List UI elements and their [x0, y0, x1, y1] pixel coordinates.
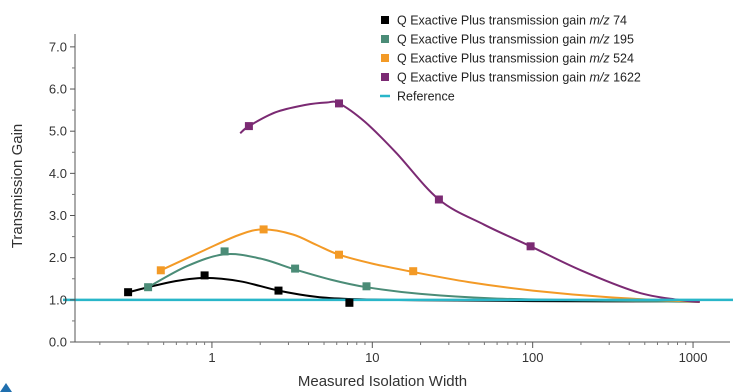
- legend-label-text: Q Exactive Plus transmission gain: [397, 33, 589, 47]
- legend-label-mz: m/z: [589, 71, 610, 85]
- legend-label-value: 74: [610, 14, 627, 28]
- data-markers: [124, 99, 535, 307]
- series-line-1: [147, 253, 700, 303]
- legend-label-value: 195: [610, 33, 634, 47]
- legend-label-3: Q Exactive Plus transmission gain m/z 16…: [397, 71, 641, 85]
- y-tick-label-1: 1.0: [49, 292, 67, 307]
- series-1-marker-0: [144, 283, 153, 292]
- legend-label-mz: m/z: [589, 52, 610, 66]
- legend-swatch-1: [381, 35, 389, 43]
- legend-label-2: Q Exactive Plus transmission gain m/z 52…: [397, 52, 634, 66]
- legend-label-text: Q Exactive Plus transmission gain: [397, 71, 589, 85]
- legend-label-0: Q Exactive Plus transmission gain m/z 74: [397, 14, 627, 28]
- y-tick-label-0: 0.0: [49, 335, 67, 350]
- y-tick-label-5: 5.0: [49, 124, 67, 139]
- series-2-marker-0: [156, 266, 165, 275]
- series-3-marker-3: [526, 242, 535, 251]
- series-3-marker-2: [434, 195, 443, 204]
- series-3-marker-0: [244, 122, 253, 131]
- legend-label-mz: m/z: [589, 33, 610, 47]
- legend-label-text: Q Exactive Plus transmission gain: [397, 52, 589, 66]
- legend: Q Exactive Plus transmission gain m/z 74…: [380, 14, 641, 104]
- y-tick-label-6: 6.0: [49, 82, 67, 97]
- series-2-marker-2: [335, 250, 343, 259]
- y-tick-label-2: 2.0: [49, 250, 67, 265]
- x-tick-label-0: 1: [208, 350, 215, 365]
- series-0-marker-1: [200, 271, 209, 280]
- series-0-marker-0: [124, 288, 133, 297]
- x-tick-label-2: 100: [522, 350, 544, 365]
- x-tick-label-3: 1000: [679, 350, 708, 365]
- series-2-marker-1: [259, 225, 268, 234]
- series-0-marker-2: [274, 286, 283, 295]
- x-tick-label-1: 10: [365, 350, 379, 365]
- y-tick-label-4: 4.0: [49, 166, 67, 181]
- legend-swatch-3: [381, 73, 389, 81]
- legend-label-text: Q Exactive Plus transmission gain: [397, 14, 589, 28]
- legend-swatch-0: [381, 16, 389, 24]
- legend-label-mz: m/z: [589, 14, 610, 28]
- series-line-3: [239, 100, 700, 303]
- legend-label-1: Q Exactive Plus transmission gain m/z 19…: [397, 33, 634, 47]
- series-line-2: [160, 228, 700, 303]
- series-1-marker-3: [362, 282, 371, 291]
- corner-logo-fragment-icon: [0, 383, 12, 392]
- y-axis-title: Transmission Gain: [9, 124, 26, 248]
- legend-label-value: 524: [610, 52, 634, 66]
- axes: 0.0 1.0 2.0 3.0 4.0 5.0 6.0 7.0 1 10 100 1000: [49, 34, 730, 365]
- legend-swatch-2: [381, 54, 389, 62]
- legend-label-reference: Reference: [397, 90, 455, 104]
- series-1-marker-1: [220, 247, 229, 256]
- series-3-marker-1: [335, 99, 343, 108]
- series-1-marker-2: [291, 264, 300, 273]
- series-0-marker-3: [345, 298, 354, 307]
- x-axis-title: Measured Isolation Width: [298, 373, 467, 390]
- legend-label-value: 1622: [610, 71, 641, 85]
- y-tick-label-3: 3.0: [49, 208, 67, 223]
- series-2-marker-3: [409, 267, 418, 276]
- y-tick-label-7: 7.0: [49, 39, 67, 54]
